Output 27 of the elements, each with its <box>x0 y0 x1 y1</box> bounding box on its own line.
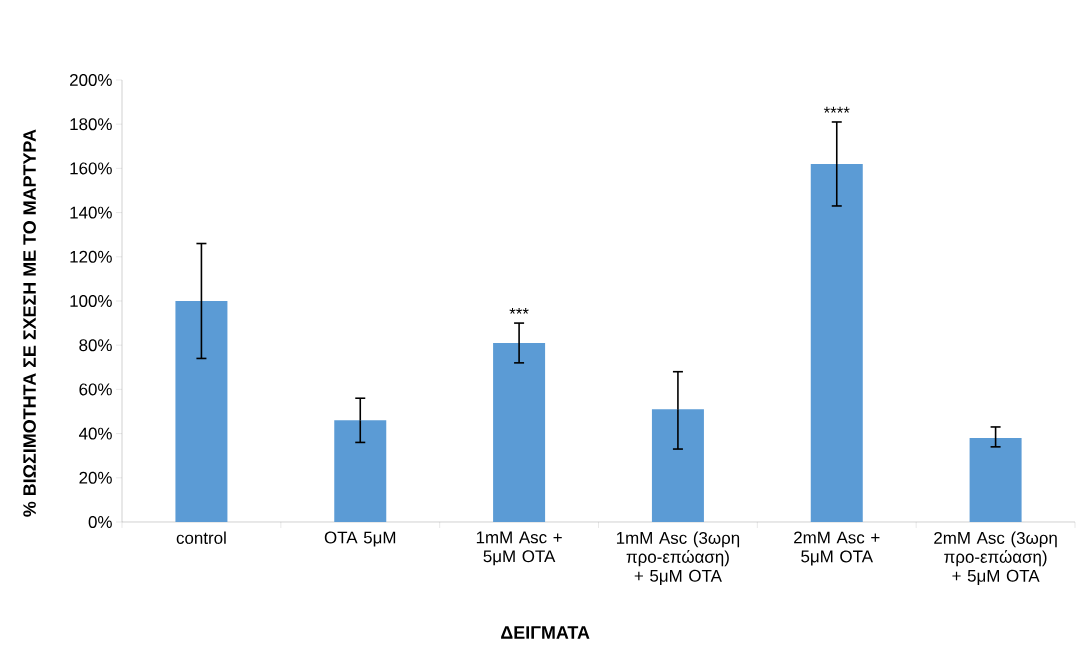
y-tick-label: 40% <box>78 427 112 440</box>
x-tick-label: control <box>176 531 226 544</box>
y-tick-label: 0% <box>88 515 112 528</box>
y-tick-label: 60% <box>79 383 112 396</box>
x-tick-label: 2mM Asc + 5μM OTA <box>794 531 880 566</box>
x-tick-label: 2mM Asc (3ωρη προ-επώαση) + 5μM OTA <box>934 531 1057 585</box>
bar <box>651 409 704 522</box>
y-axis-title: % ΒΙΩΣΙΜΟΤΗΤΑ ΣΕ ΣΧΕΣΗ ΜΕ ΤΟ ΜΑΡΤΥΡΑ <box>23 129 36 517</box>
y-tick-label: 120% <box>70 250 112 263</box>
annotation: **** <box>823 106 850 113</box>
y-tick-label: 80% <box>79 339 112 352</box>
bar <box>810 163 863 522</box>
bar <box>493 342 546 522</box>
bar <box>969 438 1022 522</box>
y-tick-label: 100% <box>70 294 112 307</box>
annotation: *** <box>509 307 529 314</box>
x-tick-label: 1mM Asc + 5μM OTA <box>476 531 562 566</box>
y-tick-label: 140% <box>70 206 112 219</box>
bar <box>334 420 387 522</box>
x-tick-label: 1mM Asc (3ωρη προ-επώαση) + 5μM OTA <box>616 531 740 585</box>
y-tick-label: 20% <box>79 471 112 484</box>
bar <box>175 300 228 522</box>
x-axis-title: ΔΕΙΓΜΑΤΑ <box>501 626 590 639</box>
y-tick-label: 200% <box>70 73 112 86</box>
y-tick-label: 160% <box>70 162 112 175</box>
y-tick-label: 180% <box>70 118 112 131</box>
x-tick-label: OTA 5μM <box>324 531 396 547</box>
